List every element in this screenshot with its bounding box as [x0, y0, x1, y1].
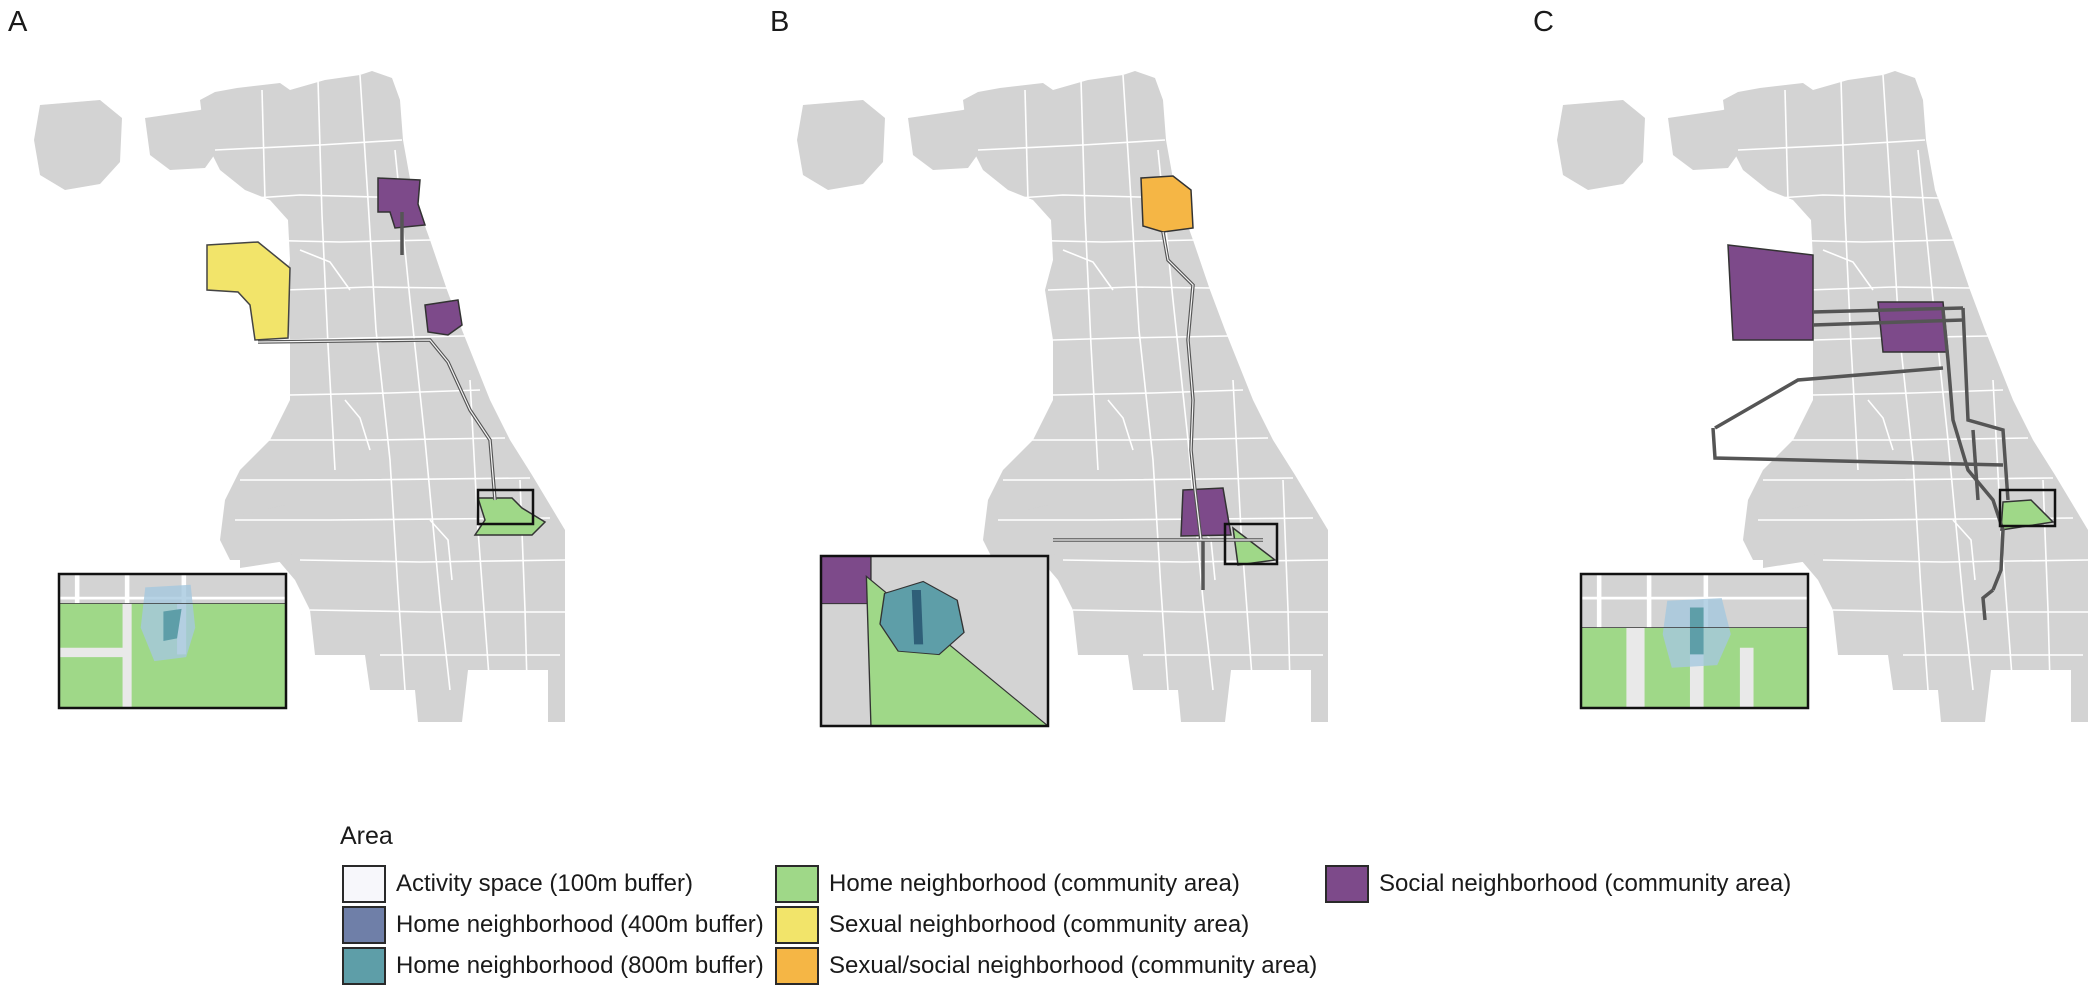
legend-swatch [342, 947, 386, 985]
activity-route [1711, 306, 2010, 621]
legend-label: Sexual/social neighborhood (community ar… [829, 952, 1318, 979]
panel-label-b: B [770, 6, 790, 38]
panel-label-a: A [8, 6, 28, 38]
legend-item-home-community: Home neighborhood (community area) [775, 865, 1240, 903]
social-neighborhood-area [377, 177, 427, 229]
legend-label: Sexual neighborhood (community area) [829, 911, 1250, 938]
legend-swatch [1325, 865, 1369, 903]
home-neighborhood-area [1232, 526, 1277, 566]
inset-map-b [819, 554, 1050, 728]
legend-label: Home neighborhood (800m buffer) [396, 952, 764, 979]
sexual-social-neighborhood-area [1140, 175, 1194, 233]
legend-item-activity-space: Activity space (100m buffer) [342, 865, 694, 903]
social-neighborhood-area [1727, 244, 1814, 341]
inset-map-a [57, 572, 288, 710]
social-neighborhood-area [424, 299, 463, 336]
legend-swatch [775, 906, 819, 944]
legend-swatch [775, 865, 819, 903]
legend-swatch [342, 906, 386, 944]
legend-swatch [342, 865, 386, 903]
legend-label: Activity space (100m buffer) [396, 870, 694, 897]
legend-item-home-800m: Home neighborhood (800m buffer) [342, 947, 764, 985]
map-panel-a [33, 70, 566, 723]
inset-locator-box [1223, 522, 1279, 566]
legend-label: Social neighborhood (community area) [1379, 870, 1792, 897]
legend-item-sexual-social-community: Sexual/social neighborhood (community ar… [775, 947, 1318, 985]
inset-locator-box [476, 488, 535, 526]
home-neighborhood-area [473, 497, 547, 536]
sexual-neighborhood-area [206, 241, 291, 341]
legend-label: Home neighborhood (400m buffer) [396, 911, 764, 938]
panel-label-c: C [1533, 6, 1554, 38]
legend-title: Area [340, 822, 393, 850]
legend-item-sexual-community: Sexual neighborhood (community area) [775, 906, 1250, 944]
map-panel-b [796, 70, 1329, 728]
legend-label: Home neighborhood (community area) [829, 870, 1240, 897]
legend-item-social-community: Social neighborhood (community area) [1325, 865, 1792, 903]
legend-item-home-400m: Home neighborhood (400m buffer) [342, 906, 764, 944]
inset-map-c [1579, 572, 1810, 710]
map-panel-c [1556, 70, 2089, 723]
legend-swatch [775, 947, 819, 985]
inset-locator-box [1998, 488, 2057, 528]
social-neighborhood-area [1180, 487, 1232, 537]
